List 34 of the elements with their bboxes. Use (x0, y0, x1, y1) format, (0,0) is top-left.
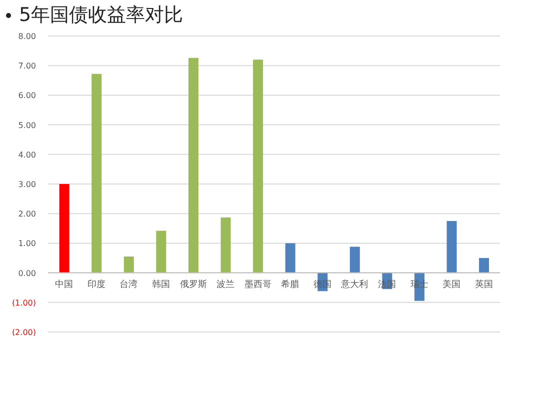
bar (156, 230, 166, 273)
bar (350, 246, 360, 273)
y-tick-label: 4.00 (18, 150, 36, 160)
bar (253, 60, 264, 273)
x-tick-label: 美国 (442, 278, 461, 290)
y-tick-label: (1.00) (12, 298, 36, 308)
x-tick-label: 英国 (474, 278, 493, 290)
y-tick-label: 8.00 (18, 32, 36, 41)
x-tick-label: 韩国 (152, 278, 170, 290)
x-tick-label: 俄罗斯 (180, 278, 207, 290)
x-tick-label: 希腊 (281, 278, 300, 290)
bar (59, 184, 70, 273)
bar (285, 243, 296, 273)
y-tick-label: 6.00 (18, 91, 36, 100)
bar (124, 256, 134, 273)
bar (479, 258, 490, 273)
bar (220, 217, 231, 273)
y-tick-label: 5.00 (18, 120, 36, 130)
x-tick-label: 印度 (87, 278, 106, 290)
y-tick-label: (2.00) (12, 328, 36, 337)
x-tick-label: 意大利 (340, 278, 368, 290)
chart-title: 5年国债收益率对比 (19, 4, 184, 26)
bar (92, 74, 102, 273)
y-tick-label: 0.00 (18, 268, 36, 278)
y-tick-label: 7.00 (18, 62, 36, 71)
x-tick-label: 波兰 (216, 278, 235, 290)
y-tick-label: 1.00 (18, 239, 36, 248)
y-tick-label: 2.00 (18, 210, 36, 219)
y-tick-label: 3.00 (18, 180, 36, 189)
bar (188, 58, 198, 273)
x-tick-label: 中国 (55, 278, 74, 290)
bar (446, 221, 457, 273)
x-tick-label: 台湾 (120, 278, 138, 290)
x-tick-label: 墨西哥 (244, 278, 272, 290)
